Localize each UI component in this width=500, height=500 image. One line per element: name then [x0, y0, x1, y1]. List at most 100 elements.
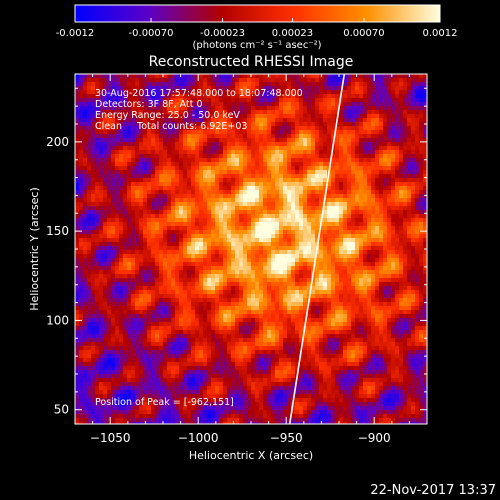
heatmap-pixel [291, 214, 295, 218]
heatmap-pixel [295, 122, 299, 126]
heatmap-pixel [111, 142, 115, 146]
heatmap-pixel [343, 242, 347, 246]
heatmap-pixel [135, 286, 139, 290]
heatmap-pixel [199, 206, 203, 210]
heatmap-pixel [151, 250, 155, 254]
heatmap-pixel [387, 222, 391, 226]
heatmap-pixel [363, 158, 367, 162]
heatmap-pixel [259, 274, 263, 278]
heatmap-pixel [151, 82, 155, 86]
heatmap-pixel [383, 122, 387, 126]
heatmap-pixel [127, 286, 131, 290]
heatmap-pixel [115, 122, 119, 126]
heatmap-pixel [91, 250, 95, 254]
heatmap-pixel [315, 86, 319, 90]
heatmap-pixel [403, 282, 407, 286]
heatmap-pixel [363, 198, 367, 202]
heatmap-pixel [315, 142, 319, 146]
heatmap-pixel [155, 162, 159, 166]
heatmap-pixel [351, 210, 355, 214]
heatmap-pixel [159, 270, 163, 274]
heatmap-pixel [167, 162, 171, 166]
heatmap-pixel [219, 246, 223, 250]
heatmap-pixel [251, 262, 255, 266]
heatmap-pixel [267, 202, 271, 206]
heatmap-pixel [215, 174, 219, 178]
heatmap-pixel [355, 182, 359, 186]
heatmap-pixel [99, 262, 103, 266]
heatmap-pixel [207, 238, 211, 242]
colorbar [74, 4, 441, 23]
heatmap-pixel [211, 114, 215, 118]
heatmap-pixel [271, 130, 275, 134]
heatmap-pixel [111, 266, 115, 270]
heatmap-pixel [215, 286, 219, 290]
heatmap-pixel [159, 90, 163, 94]
heatmap-pixel [355, 222, 359, 226]
heatmap-pixel [199, 110, 203, 114]
heatmap-pixel [167, 134, 171, 138]
heatmap-pixel [399, 262, 403, 266]
heatmap-pixel [167, 114, 171, 118]
heatmap-pixel [179, 226, 183, 230]
heatmap-pixel [255, 82, 259, 86]
heatmap-pixel [211, 194, 215, 198]
heatmap-pixel [155, 202, 159, 206]
heatmap-pixel [79, 166, 83, 170]
heatmap-pixel [87, 90, 91, 94]
heatmap-pixel [191, 230, 195, 234]
heatmap-pixel [79, 126, 83, 130]
heatmap-pixel [395, 138, 399, 142]
heatmap-pixel [303, 198, 307, 202]
heatmap-pixel [383, 150, 387, 154]
heatmap-pixel [299, 122, 303, 126]
heatmap-pixel [219, 254, 223, 258]
heatmap-pixel [183, 286, 187, 290]
heatmap-pixel [207, 246, 211, 250]
heatmap-pixel [219, 118, 223, 122]
heatmap-pixel [203, 294, 207, 298]
heatmap-pixel [111, 290, 115, 294]
heatmap-pixel [335, 98, 339, 102]
heatmap-pixel [299, 262, 303, 266]
heatmap-pixel [395, 122, 399, 126]
heatmap-pixel [183, 234, 187, 238]
heatmap-pixel [163, 82, 167, 86]
heatmap-pixel [143, 86, 147, 90]
heatmap-pixel [151, 114, 155, 118]
heatmap-pixel [203, 186, 207, 190]
heatmap-pixel [403, 214, 407, 218]
heatmap-pixel [139, 154, 143, 158]
heatmap-pixel [419, 226, 423, 230]
heatmap-pixel [235, 102, 239, 106]
heatmap-pixel [163, 110, 167, 114]
heatmap-pixel [415, 150, 419, 154]
heatmap-pixel [75, 142, 79, 146]
heatmap-pixel [211, 234, 215, 238]
heatmap-pixel [207, 146, 211, 150]
heatmap-pixel [423, 74, 427, 78]
heatmap-pixel [263, 190, 267, 194]
heatmap-pixel [335, 86, 339, 90]
heatmap-pixel [159, 242, 163, 246]
heatmap-pixel [159, 110, 163, 114]
heatmap-pixel [75, 174, 79, 178]
heatmap-pixel [283, 290, 287, 294]
heatmap-pixel [243, 230, 247, 234]
heatmap-pixel [315, 262, 319, 266]
heatmap-pixel [267, 102, 271, 106]
heatmap-pixel [87, 270, 91, 274]
heatmap-pixel [159, 222, 163, 226]
heatmap-pixel [207, 286, 211, 290]
heatmap-pixel [99, 98, 103, 102]
heatmap-pixel [391, 178, 395, 182]
heatmap-pixel [243, 166, 247, 170]
heatmap-pixel [263, 210, 267, 214]
heatmap-pixel [263, 178, 267, 182]
heatmap-pixel [291, 150, 295, 154]
heatmap-pixel [159, 182, 163, 186]
heatmap-pixel [283, 298, 287, 302]
heatmap-pixel [215, 82, 219, 86]
heatmap-pixel [359, 254, 363, 258]
heatmap-pixel [199, 90, 203, 94]
